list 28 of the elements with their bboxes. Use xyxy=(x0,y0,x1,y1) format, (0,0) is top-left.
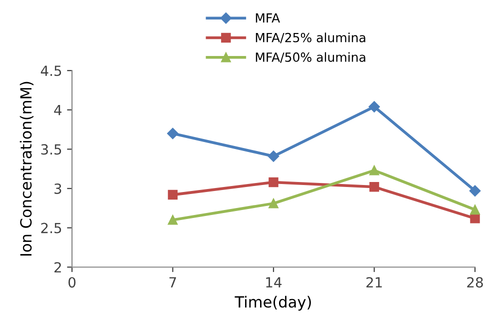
point xyxy=(470,204,480,215)
point xyxy=(168,215,178,225)
legend-label: MFA xyxy=(256,13,280,23)
x-tick-label: 21 xyxy=(366,277,382,288)
y-tick-label: 2.5 xyxy=(41,222,62,234)
y-tick-label: 4 xyxy=(54,105,62,116)
x-tick-label: 7 xyxy=(169,277,176,288)
x-tick-label: 0 xyxy=(68,277,76,288)
y-tick-label: 2 xyxy=(54,262,61,272)
x-tick-label: 14 xyxy=(266,277,282,288)
y-axis-title: Ion Concentration(mM) xyxy=(20,82,34,256)
point xyxy=(369,166,380,176)
point xyxy=(167,128,178,140)
y-tick-label: 3.5 xyxy=(41,144,62,155)
point xyxy=(368,101,380,112)
x-axis-title: Time(day) xyxy=(234,296,311,311)
point xyxy=(268,198,278,208)
point xyxy=(369,182,380,192)
point xyxy=(168,190,178,200)
point xyxy=(469,185,481,196)
y-tick-label: 4.5 xyxy=(40,66,62,76)
point xyxy=(470,214,480,224)
point xyxy=(268,150,280,162)
y-tick-label: 3 xyxy=(54,183,62,194)
point xyxy=(268,177,278,188)
legend-label: MFA/50% alumina xyxy=(256,52,366,63)
legend-label: MFA/25% alumina xyxy=(256,32,366,44)
x-tick-label: 28 xyxy=(467,277,483,288)
